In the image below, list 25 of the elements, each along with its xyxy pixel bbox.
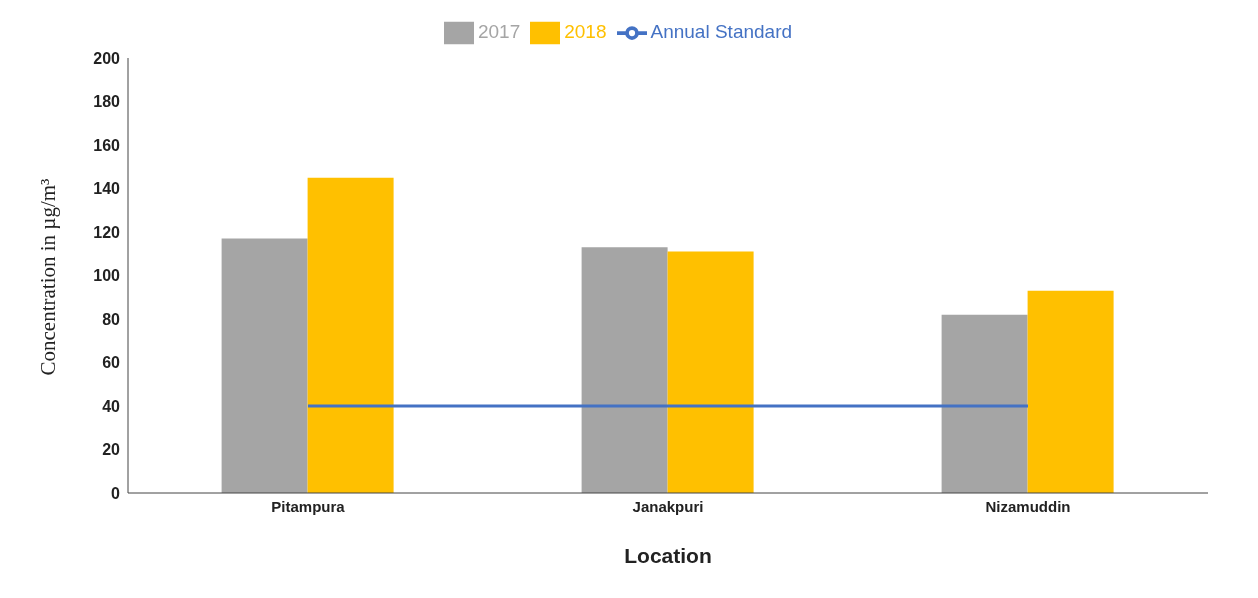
y-tick-label: 60 — [102, 354, 121, 372]
legend-label: Annual Standard — [650, 21, 793, 43]
y-tick-label: 0 — [111, 484, 121, 502]
y-tick-label: 200 — [93, 49, 121, 67]
bar — [221, 238, 308, 493]
legend-label: 2017 — [477, 21, 521, 43]
x-tick-label: Nizamuddin — [985, 497, 1071, 515]
legend-label: 2018 — [564, 21, 607, 43]
bar — [307, 177, 394, 493]
bar — [667, 251, 754, 493]
x-tick-label: Pitampura — [271, 497, 346, 515]
x-tick-label: Janakpuri — [632, 497, 704, 515]
bar — [941, 314, 1028, 493]
y-tick-label: 40 — [102, 397, 121, 415]
y-axis-title: Concentration in µg/m³ — [36, 178, 61, 376]
x-axis-title: Location — [624, 544, 712, 567]
y-tick-label: 80 — [102, 310, 121, 328]
bar — [1027, 290, 1114, 493]
y-tick-label: 100 — [93, 267, 121, 285]
y-tick-label: 160 — [93, 136, 121, 154]
y-tick-label: 180 — [93, 93, 121, 111]
y-tick-label: 140 — [93, 180, 121, 198]
y-tick-label: 20 — [102, 441, 121, 459]
bar — [581, 247, 668, 493]
y-tick-label: 120 — [93, 223, 121, 241]
